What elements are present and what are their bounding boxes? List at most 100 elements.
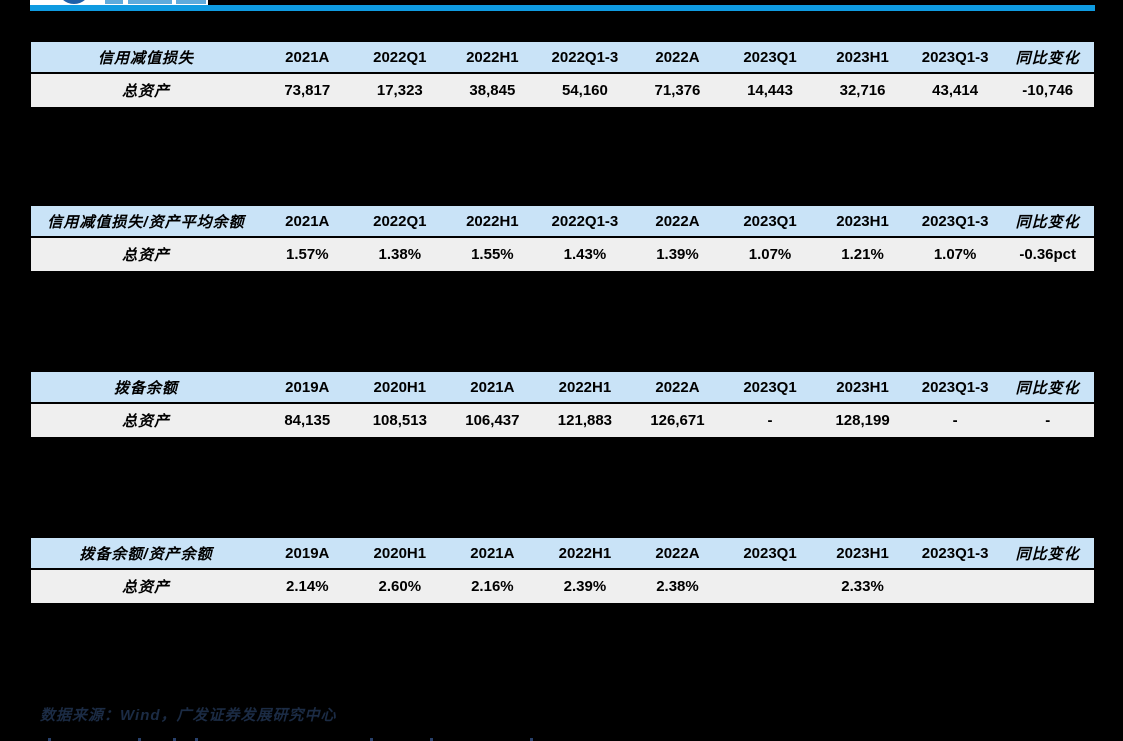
- cell-value: -: [767, 412, 773, 429]
- cell-value: 2.16%: [471, 578, 514, 595]
- cell-value: [1001, 569, 1094, 604]
- column-header: 2022Q1-3: [551, 48, 619, 66]
- cell-value: 14,443: [747, 82, 793, 99]
- column-header: 同比变化: [1015, 49, 1080, 67]
- column-header: 2022Q1-3: [551, 212, 619, 230]
- column-header: 同比变化: [1015, 213, 1080, 231]
- cell-value: 2.14%: [286, 578, 329, 595]
- cell-value: 1.07%: [748, 246, 792, 263]
- cell-value: 1.39%: [656, 246, 699, 263]
- table-row: 总资产 2.14% 2.60% 2.16% 2.39% 2.38% 2.33%: [31, 569, 1094, 604]
- data-table-2: 信用减值损失/资产平均余额 2021A 2022Q1 2022H1 2022Q1-3 20…: [31, 205, 1094, 273]
- cell-value: 43,414: [932, 82, 979, 99]
- cell-value: 32,716: [839, 82, 886, 99]
- cut-off-text-fragment: [530, 738, 533, 741]
- column-header: 2021A: [470, 378, 515, 396]
- row-label: 总资产: [121, 579, 170, 596]
- table-header-row: 拨备余额/资产余额 2019A 2020H1 2021A 2022H1 2022A 2023…: [31, 537, 1094, 569]
- column-header: 2023H1: [836, 378, 889, 396]
- column-header: 2023Q1: [743, 378, 797, 396]
- column-header: 2023Q1: [743, 212, 797, 230]
- column-header: 2020H1: [373, 378, 427, 396]
- cell-value: 84,135: [284, 412, 331, 429]
- row-label: 总资产: [121, 413, 170, 430]
- column-header: 同比变化: [1015, 379, 1080, 397]
- table-title: 拨备余额: [113, 379, 178, 397]
- cell-value: 2.38%: [656, 578, 699, 595]
- column-header: 2023Q1-3: [921, 212, 989, 230]
- data-table-3: 拨备余额 2019A 2020H1 2021A 2022H1 2022A 2023Q1 202…: [31, 371, 1094, 439]
- gf-securities-logo: [30, 0, 208, 5]
- cell-value: 1.07%: [933, 246, 977, 263]
- cell-value: 1.21%: [841, 246, 884, 263]
- column-header: 2022Q1: [373, 48, 427, 66]
- cut-off-text-fragment: [370, 738, 373, 741]
- logo-text-fragment: [176, 0, 206, 4]
- cut-off-text-fragment: [173, 738, 176, 741]
- table-title: 拨备余额/资产余额: [79, 545, 213, 563]
- column-header: 2023Q1-3: [921, 378, 989, 396]
- table-title: 信用减值损失: [97, 49, 194, 67]
- column-header: 2022H1: [558, 544, 612, 562]
- cell-value: 1.55%: [471, 246, 514, 263]
- column-header: 2019A: [285, 544, 330, 562]
- column-header: 2023Q1-3: [921, 48, 989, 66]
- table-row: 总资产 84,135 108,513 106,437 121,883 126,671 - 12…: [31, 403, 1094, 438]
- column-header: 2021A: [470, 544, 515, 562]
- cell-value: 38,845: [469, 82, 516, 99]
- column-header: 2023Q1: [743, 544, 797, 562]
- cell-value: 73,817: [284, 82, 331, 99]
- table-header-row: 信用减值损失/资产平均余额 2021A 2022Q1 2022H1 2022Q1-3 20…: [31, 205, 1094, 237]
- cell-value: -: [1045, 412, 1051, 429]
- cell-value: -10,746: [1022, 82, 1074, 99]
- column-header: 2023Q1: [743, 48, 797, 66]
- cell-value: 17,323: [376, 82, 423, 99]
- column-header: 2023Q1-3: [921, 544, 989, 562]
- column-header: 同比变化: [1015, 545, 1080, 563]
- column-header: 2021A: [285, 212, 330, 230]
- cell-value: -: [952, 412, 958, 429]
- data-table-1: 信用减值损失 2021A 2022Q1 2022H1 2022Q1-3 2022A 2023…: [31, 41, 1094, 109]
- column-header: 2022H1: [558, 378, 612, 396]
- cell-value: 54,160: [561, 82, 608, 99]
- column-header: 2023H1: [836, 212, 889, 230]
- cell-value: 1.43%: [563, 246, 607, 263]
- cut-off-text-fragment: [138, 738, 141, 741]
- column-header: 2023H1: [836, 48, 889, 66]
- cell-value: [724, 569, 817, 604]
- column-header: 2022Q1: [373, 212, 427, 230]
- column-header: 2022A: [655, 378, 700, 396]
- cell-value: -0.36pct: [1019, 246, 1077, 263]
- cell-value: 126,671: [650, 412, 705, 429]
- cut-off-text-fragment: [195, 738, 198, 741]
- table-row: 总资产 1.57% 1.38% 1.55% 1.43% 1.39% 1.07% 1.21% 1.…: [31, 237, 1094, 272]
- data-source-note: 数据来源：Wind，广发证券发展研究中心: [40, 707, 337, 724]
- cell-value: 128,199: [835, 412, 890, 429]
- column-header: 2022A: [655, 544, 700, 562]
- cell-value: 1.57%: [286, 246, 329, 263]
- table-title: 信用减值损失/资产平均余额: [47, 213, 245, 231]
- row-label: 总资产: [121, 247, 170, 264]
- column-header: 2019A: [285, 378, 330, 396]
- brand-divider-line: [30, 5, 1095, 11]
- cell-value: 2.39%: [563, 578, 607, 595]
- logo-text-fragment: [105, 0, 123, 4]
- table-header-row: 信用减值损失 2021A 2022Q1 2022H1 2022Q1-3 2022A 2023…: [31, 41, 1094, 73]
- cell-value: 121,883: [557, 412, 613, 429]
- cut-off-text-fragment: [48, 738, 51, 741]
- column-header: 2022H1: [466, 48, 519, 66]
- row-label: 总资产: [121, 83, 170, 100]
- cell-value: 71,376: [654, 82, 701, 99]
- logo-text-fragment: [128, 0, 172, 4]
- table-header-row: 拨备余额 2019A 2020H1 2021A 2022H1 2022A 2023Q1 202…: [31, 371, 1094, 403]
- cell-value: [909, 569, 1002, 604]
- column-header: 2023H1: [836, 544, 889, 562]
- cut-off-text-fragment: [430, 738, 433, 741]
- logo-globe-icon: [58, 0, 90, 4]
- cell-value: 2.33%: [841, 578, 884, 595]
- table-row: 总资产 73,817 17,323 38,845 54,160 71,376 14,443 3…: [31, 73, 1094, 108]
- cell-value: 108,513: [372, 412, 427, 429]
- column-header: 2020H1: [373, 544, 427, 562]
- column-header: 2021A: [285, 48, 330, 66]
